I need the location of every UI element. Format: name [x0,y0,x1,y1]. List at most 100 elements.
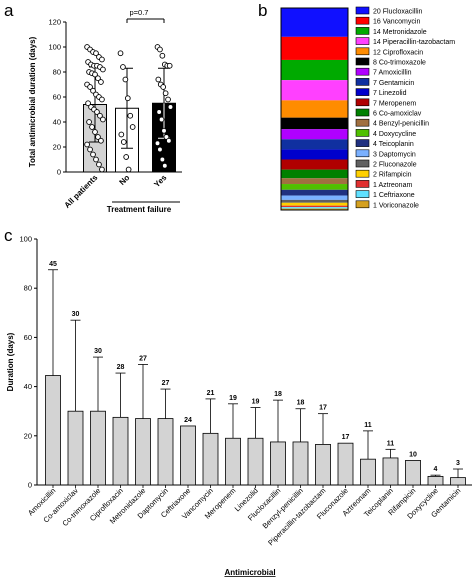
a-y-tick-label: 80 [53,68,61,77]
c-y-tick-label: 0 [28,481,32,490]
c-value-label: 3 [456,460,460,467]
c-x-axis-title: Antimicrobial [224,568,275,577]
a-y-tick-label: 120 [48,18,61,27]
a-data-point [120,64,126,70]
b-legend-swatch [355,108,370,117]
c-y-tick-label: 60 [24,333,32,342]
a-data-point [100,116,106,123]
a-data-point [84,141,90,148]
a-data-point [86,119,92,125]
c-bar [450,477,466,486]
a-data-point [129,124,136,130]
c-bar [337,442,354,486]
b-legend-swatch [355,6,370,15]
b-legend-swatch [355,47,370,56]
a-y-tick-label: 40 [53,118,61,127]
a-data-point [161,127,167,134]
a-data-point [98,137,104,144]
b-legend-label: 3 Daptomycin [373,151,416,158]
b-legend-swatch [355,67,370,76]
b-legend-label: 14 Piperacillin-tazobactam [373,39,455,46]
a-y-axis-title: Total antimicrobial duration (days) [28,36,37,167]
panel-b-chart: 20 Flucloxacillin 16 Vancomycin 14 Metroni… [280,6,455,211]
a-data-point [167,104,174,110]
c-value-label: 17 [342,434,350,441]
c-value-label: 24 [184,417,192,424]
b-legend-label: 4 Teicoplanin [373,141,414,148]
a-data-point [124,95,131,102]
b-stack-segment [281,149,348,160]
c-bar [157,418,174,486]
b-stack-segment [281,8,348,37]
b-legend-swatch [355,78,370,86]
c-y-tick-label: 20 [24,431,32,440]
c-bar [292,441,309,486]
a-data-point [98,79,104,85]
a-data-point [160,84,167,90]
b-stack-segment [281,100,348,118]
b-stack-segment [281,169,348,179]
c-bar [360,458,376,486]
panel-letter-b: b [258,1,267,20]
b-legend-label: 4 Benzyl-penicillin [373,121,429,128]
b-legend-swatch [355,200,370,209]
panel-a-chart: Total antimicrobial duration (days) p=0.… [28,8,182,214]
b-legend-swatch [355,98,370,107]
c-bar [180,425,196,486]
c-value-label: 19 [229,395,237,402]
a-data-point [162,90,169,97]
b-legend-label: 7 Meropenem [373,100,416,107]
a-data-point [161,162,168,169]
c-value-label: 27 [162,380,170,387]
a-data-point [99,56,105,63]
a-data-point [117,50,124,57]
c-y-tick-label: 100 [19,235,32,244]
b-stack-segment [281,139,348,150]
c-value-label: 18 [274,391,282,398]
a-data-point [89,124,95,130]
b-stack-segment [281,208,348,210]
c-bar [405,459,421,486]
a-data-point [99,96,105,103]
a-category-label: All patients [63,173,100,210]
a-data-point [96,161,102,168]
c-bar [315,444,331,486]
b-stack-segment [281,195,348,200]
b-legend-swatch [355,180,370,188]
a-data-point [166,137,172,144]
b-stack-segment [281,117,348,130]
b-legend-label: 4 Doxycycline [373,131,416,138]
c-value-label: 19 [252,399,260,406]
a-data-point [118,131,125,138]
panel-c-chart: Duration (days) Antimicrobial 0 20 40 60 80 1… [6,235,472,577]
panel-letter-c: c [4,226,13,245]
c-value-label: 30 [72,311,80,318]
c-value-label: 17 [319,405,327,412]
c-bar [382,457,399,486]
b-legend-label: 2 Fluconazole [373,162,417,169]
b-stack-segment [281,159,348,170]
c-bar [427,475,444,486]
b-stack-segment [281,59,348,81]
a-category-label: No [118,173,132,187]
c-value-label: 30 [94,348,102,355]
c-value-label: 11 [364,422,372,429]
a-data-point [123,154,130,160]
b-legend-swatch [355,129,370,137]
a-data-point [166,62,173,69]
c-value-label: 27 [139,355,147,362]
a-data-point [159,52,166,59]
b-legend-label: 8 Co-trimoxazole [373,60,426,67]
c-value-label: 10 [409,451,417,458]
b-stack-segment [281,202,348,206]
a-data-point [94,109,100,115]
a-data-point [158,116,165,123]
c-value-label: 28 [117,364,125,371]
b-legend-label: 2 Rifampicin [373,172,412,179]
a-data-point [125,166,132,173]
a-data-point [157,146,163,153]
b-legend-label: 1 Ceftriaxone [373,192,415,199]
b-legend-label: 1 Voriconazole [373,202,419,209]
a-category-label: Yes [152,173,169,190]
c-value-label: 18 [297,400,305,407]
